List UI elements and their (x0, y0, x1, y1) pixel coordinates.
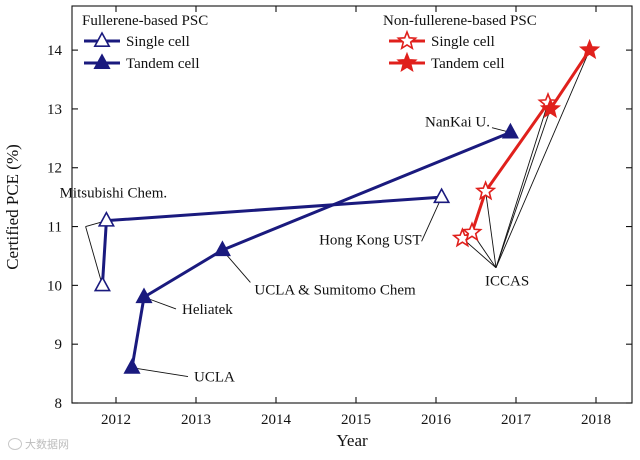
legend-label: Tandem cell (431, 56, 505, 72)
data-point-marker (97, 211, 115, 227)
x-tick-label: 2018 (581, 412, 611, 428)
legend-group-1: Non-fullerene-based PSC Single cell Tandem… (383, 13, 537, 73)
series-line (549, 49, 591, 110)
x-tick-label: 2012 (101, 412, 131, 428)
annotation-leader-line (85, 226, 103, 286)
watermark: 大数据网 (8, 436, 69, 452)
y-tick-label: 9 (55, 337, 63, 353)
legend-layer: Fullerene-based PSC Single cell Tandem cel… (82, 13, 537, 73)
legend-title: Fullerene-based PSC (82, 13, 208, 29)
annotation-leader-line (495, 102, 549, 268)
data-point-marker (93, 275, 111, 292)
annotation-label: UCLA (194, 370, 235, 386)
x-tick-label: 2017 (501, 412, 532, 428)
x-axis-title: Year (336, 431, 368, 450)
data-point-marker (578, 38, 601, 60)
data-point-marker (501, 122, 519, 139)
watermark-logo-icon (8, 438, 22, 450)
data-point-marker (123, 358, 141, 374)
series-3 (539, 38, 601, 118)
y-tick-label: 10 (47, 278, 62, 294)
tick-layer: 2012 2013 2014 2015 2016 2017 2018 8 9 10 11 12 13 14 (47, 6, 632, 428)
legend-label: Tandem cell (126, 56, 200, 72)
y-tick-label: 14 (47, 43, 63, 59)
x-tick-label: 2014 (261, 412, 292, 428)
data-point-marker (539, 97, 562, 118)
annotation-label: NanKai U. (425, 115, 490, 131)
series-layer (93, 38, 601, 374)
annotation-leader-line (131, 367, 189, 377)
annotation-label: ICCAS (485, 274, 529, 290)
y-tick-label: 8 (55, 396, 63, 412)
legend-label: Single cell (431, 34, 495, 50)
data-point-marker (474, 180, 497, 201)
annotation-label-layer: Mitsubishi Chem. Heliatek UCLA UCLA & Sumit… (60, 115, 530, 386)
annotation-label: Hong Kong UST (319, 232, 422, 248)
legend-title: Non-fullerene-based PSC (383, 13, 537, 29)
data-point-marker (213, 240, 231, 257)
legend-marker (93, 53, 111, 69)
watermark-text: 大数据网 (25, 438, 69, 451)
legend-group-0: Fullerene-based PSC Single cell Tandem cel… (82, 13, 208, 72)
data-point-marker (135, 287, 153, 304)
annotation-leader-layer (85, 49, 591, 377)
y-tick-label: 12 (47, 161, 62, 177)
annotation-label: Mitsubishi Chem. (60, 186, 168, 202)
annotation-leader-line (495, 49, 591, 268)
y-tick-label: 11 (48, 220, 62, 236)
annotation-leader-line (495, 108, 551, 268)
annotation-leader-line (462, 237, 497, 269)
x-tick-label: 2016 (421, 412, 452, 428)
y-tick-label: 13 (47, 102, 62, 118)
series-1 (123, 122, 519, 374)
y-axis-title: Certified PCE (%) (3, 144, 22, 270)
data-point-marker (461, 221, 483, 242)
legend-marker (396, 29, 418, 51)
x-tick-label: 2015 (341, 412, 371, 428)
legend-marker (396, 51, 418, 73)
series-line (130, 131, 511, 368)
legend-label: Single cell (126, 34, 190, 50)
legend-marker (93, 31, 111, 48)
data-point-marker (433, 187, 451, 204)
annotation-label: Heliatek (182, 302, 233, 318)
annotation-leader-line (485, 191, 497, 268)
annotation-leader-line (421, 196, 443, 242)
annotation-label: UCLA & Sumitomo Chem (254, 282, 416, 298)
x-tick-label: 2013 (181, 412, 211, 428)
